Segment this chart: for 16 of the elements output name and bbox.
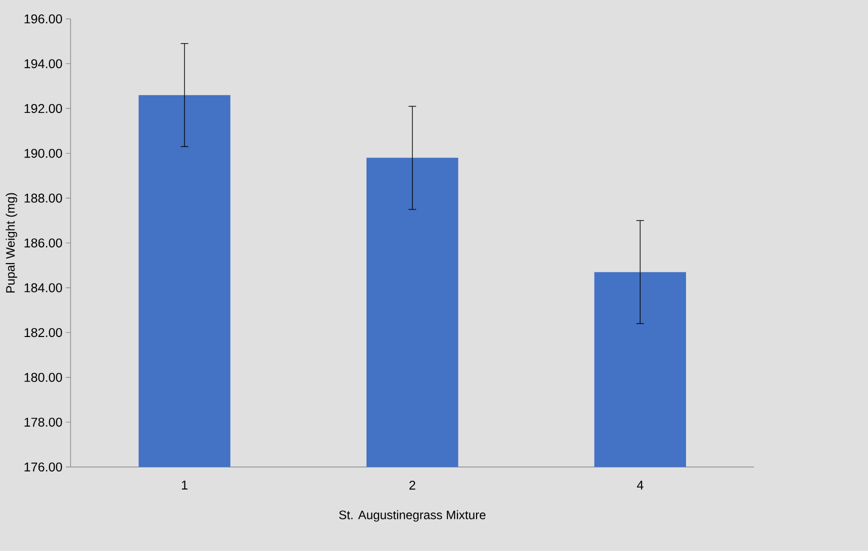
x-axis-title: St. Augustinegrass Mixture	[339, 510, 486, 522]
y-tick-label: 190.00	[24, 148, 62, 158]
y-tick-label: 192.00	[24, 104, 62, 113]
y-tick-label: 196.00	[24, 14, 62, 24]
y-tick-label: 176.00	[24, 462, 62, 472]
y-tick-label: 188.00	[24, 194, 62, 203]
y-tick-label: 182.00	[24, 328, 62, 338]
y-tick-label: 184.00	[24, 283, 62, 292]
x-tick-label: 4	[636, 480, 644, 490]
y-tick-label: 178.00	[24, 418, 62, 427]
x-tick-label: 2	[409, 480, 416, 490]
y-tick-label: 186.00	[24, 238, 62, 248]
y-tick-label: 194.00	[24, 59, 62, 68]
x-tick-label: 1	[182, 480, 188, 490]
y-tick-label: 180.00	[24, 372, 62, 382]
y-axis-title: Pupal Weight (mg)	[6, 193, 18, 292]
